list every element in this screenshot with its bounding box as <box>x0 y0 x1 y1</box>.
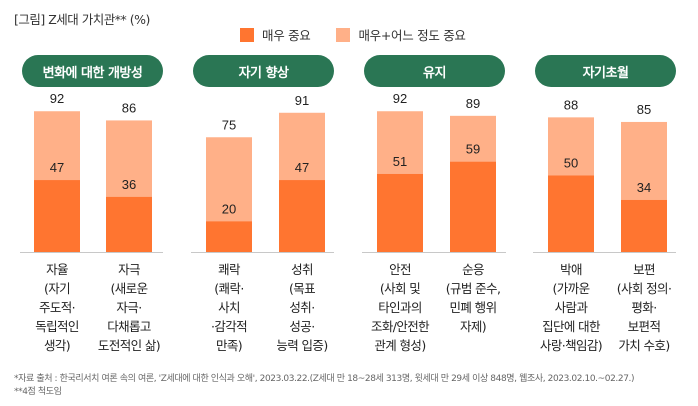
category-label: 쾌락 (쾌락· 사치 ·감각적 만족) <box>210 262 248 353</box>
footnote-scale: **4점 척도임 <box>14 387 62 397</box>
data-label-very-important: 36 <box>122 177 136 192</box>
data-label-very-important: 50 <box>564 156 578 171</box>
bar-very-important <box>621 199 667 252</box>
chart-title: [그림] Z세대 가치관** (%) <box>14 12 150 27</box>
data-label-total: 92 <box>50 91 64 106</box>
legend-swatch-very-important <box>240 27 254 42</box>
legend-item-important: 매우+어느 정도 중요 <box>336 25 466 44</box>
category-label: 자율 (자기 주도적· 독립적인 생각) <box>35 262 79 353</box>
data-label-total: 91 <box>295 93 309 108</box>
category-label: 보편 (사회 정의· 평화· 보편적 가치 수호) <box>616 262 672 353</box>
data-label-total: 75 <box>222 117 236 132</box>
data-label-very-important: 47 <box>295 160 309 175</box>
bar-very-important <box>206 221 252 252</box>
category-label: 박애 (가까운 사람과 집단에 대한 사랑·책임감) <box>539 262 603 353</box>
bar-very-important <box>106 196 152 252</box>
footnote-source: *자료 출처 : 한국리서치 여론 속의 여론, 'Z세대에 대한 인식과 오해… <box>14 374 635 384</box>
category-label: 순응 (규범 준수, 민폐 행위 자제) <box>445 262 501 334</box>
legend-label: 매우 중요 <box>262 28 311 43</box>
data-label-very-important: 47 <box>50 160 64 175</box>
data-label-very-important: 20 <box>222 201 236 216</box>
data-label-very-important: 59 <box>466 142 480 157</box>
data-label-very-important: 51 <box>393 154 407 169</box>
legend-item-very-important: 매우 중요 <box>240 25 311 44</box>
data-label-total: 88 <box>564 97 578 112</box>
data-label-total: 85 <box>637 102 651 117</box>
bar-very-important <box>279 180 325 252</box>
bar-very-important <box>34 180 80 252</box>
data-label-total: 89 <box>466 96 480 111</box>
data-label-total: 86 <box>122 100 136 115</box>
bar-very-important <box>450 161 496 252</box>
bar-very-important <box>548 175 594 252</box>
group-label-openness: 변화에 대한 개방성 <box>22 55 163 87</box>
category-label: 자극 (새로운 자극· 다채롭고 도전적인 삶) <box>97 262 161 353</box>
data-label-total: 92 <box>393 91 407 106</box>
category-label: 안전 (사회 및 타인과의 조화/안전한 관계 형성) <box>370 262 430 353</box>
category-label: 성취 (목표 성취· 성공· 능력 입증) <box>276 262 328 353</box>
group-label-self-transcendence: 자기초월 <box>535 55 676 87</box>
group-label-self-enhancement: 자기 향상 <box>193 55 334 87</box>
bar-very-important <box>377 173 423 252</box>
legend: 매우 중요 매우+어느 정도 중요 <box>240 25 492 44</box>
data-label-very-important: 34 <box>637 180 651 195</box>
group-label-conservation: 유지 <box>364 55 505 87</box>
legend-label: 매우+어느 정도 중요 <box>358 28 466 43</box>
legend-swatch-important <box>336 27 351 42</box>
